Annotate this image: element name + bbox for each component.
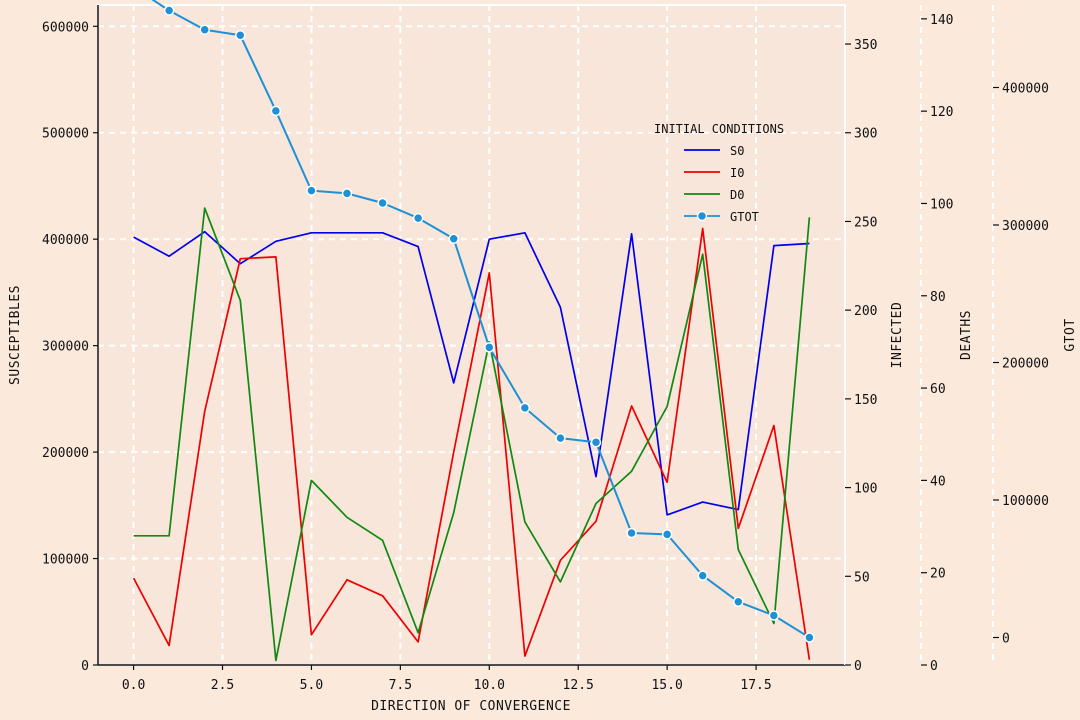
- series-line-gtot: [151, 0, 810, 639]
- legend-label-s0: S0: [730, 144, 744, 158]
- data-point-gtot: [804, 632, 815, 643]
- deaths-tick-label: 140: [930, 13, 953, 28]
- data-point-gtot: [590, 437, 602, 448]
- gtot-axis: 0 100000 200000 300000 400000 GTOT: [992, 5, 1078, 665]
- x-axis-title: DIRECTION OF CONVERGENCE: [371, 699, 571, 714]
- infected-tick-label: 200: [854, 304, 877, 319]
- data-point-gtot: [199, 24, 210, 35]
- series-line-i0: [132, 227, 811, 660]
- series-layer: [132, 0, 815, 662]
- data-point-gtot: [306, 185, 317, 196]
- data-point-gtot: [733, 596, 744, 607]
- deaths-axis: 0 20 40 60 80 100 120 140 DEATHS: [920, 5, 974, 674]
- data-point-gtot: [448, 233, 459, 244]
- infected-tick-label: 100: [854, 482, 877, 497]
- x-tick-label: 15.0: [651, 678, 682, 693]
- infected-tick-label: 150: [854, 393, 877, 408]
- data-point-gtot: [484, 342, 495, 353]
- deaths-tick-label: 80: [930, 290, 946, 305]
- data-point-gtot: [235, 30, 246, 41]
- legend-label-gtot: GTOT: [730, 210, 759, 224]
- legend-label-d0: D0: [730, 188, 744, 202]
- deaths-tick-label: 0: [930, 659, 938, 674]
- x-axis: 0.0 2.5 5.0 7.5 10.0 12.5 15.0 17.5: [98, 664, 845, 693]
- infected-axis: 0 50 100 150 200 250 300 350 INFECTED: [844, 5, 905, 674]
- series-line-s0: [133, 230, 810, 516]
- infected-tick-label: 350: [854, 38, 877, 53]
- deaths-tick-label: 100: [930, 197, 953, 212]
- data-point-gtot: [661, 529, 673, 540]
- legend-label-i0: I0: [730, 166, 744, 180]
- infected-tick-label: 300: [854, 127, 877, 142]
- susceptibles-tick-label: 100000: [42, 553, 89, 568]
- data-point-gtot: [377, 197, 388, 209]
- data-point-gtot: [270, 105, 282, 117]
- data-point-gtot: [412, 212, 424, 224]
- x-tick-label: 5.0: [300, 678, 323, 693]
- deaths-tick-label: 20: [930, 567, 946, 582]
- data-point-gtot: [697, 570, 708, 581]
- susceptibles-tick-label: 300000: [42, 340, 89, 355]
- data-point-gtot: [555, 432, 566, 444]
- legend: INITIAL CONDITIONS S0 I0 D0 GTOT: [654, 122, 784, 224]
- infected-tick-label: 0: [854, 659, 862, 674]
- infected-tick-label: 250: [854, 215, 877, 230]
- x-tick-label: 10.0: [474, 678, 505, 693]
- susceptibles-tick-label: 200000: [42, 446, 89, 461]
- deaths-axis-title: DEATHS: [959, 310, 974, 360]
- susceptibles-tick-label: 400000: [42, 233, 89, 248]
- data-point-gtot: [163, 5, 175, 16]
- x-tick-label: 12.5: [563, 678, 594, 693]
- legend-title: INITIAL CONDITIONS: [654, 122, 784, 136]
- x-tick-label: 7.5: [389, 678, 412, 693]
- data-point-gtot: [341, 188, 353, 199]
- gtot-tick-label: 200000: [1002, 357, 1049, 372]
- x-tick-label: 0.0: [122, 678, 145, 693]
- susceptibles-tick-label: 500000: [42, 127, 89, 142]
- plot-area: [97, 4, 846, 666]
- infected-tick-label: 50: [854, 570, 870, 585]
- x-tick-label: 2.5: [211, 678, 234, 693]
- deaths-tick-label: 120: [930, 105, 953, 120]
- gtot-tick-label: 400000: [1002, 82, 1049, 97]
- gtot-tick-label: 300000: [1002, 219, 1049, 234]
- grid: [98, 5, 845, 666]
- data-point-gtot: [768, 610, 780, 621]
- legend-marker-gtot: [696, 210, 708, 222]
- deaths-tick-label: 60: [930, 382, 946, 397]
- susceptibles-tick-label: 600000: [42, 20, 89, 35]
- susceptibles-axis: 0 100000 200000 300000 400000 500000 600000 SUS…: [8, 5, 99, 674]
- gtot-tick-label: 100000: [1002, 494, 1049, 509]
- gtot-tick-label: 0: [1002, 632, 1010, 647]
- deaths-tick-label: 40: [930, 474, 946, 489]
- data-point-gtot: [519, 402, 531, 414]
- series-line-d0: [133, 207, 811, 662]
- x-tick-label: 17.5: [740, 678, 771, 693]
- infected-axis-title: INFECTED: [890, 302, 905, 369]
- susceptibles-axis-title: SUSCEPTIBLES: [8, 285, 23, 385]
- data-point-gtot: [626, 527, 637, 539]
- gtot-axis-title: GTOT: [1063, 318, 1078, 351]
- susceptibles-tick-label: 0: [81, 659, 89, 674]
